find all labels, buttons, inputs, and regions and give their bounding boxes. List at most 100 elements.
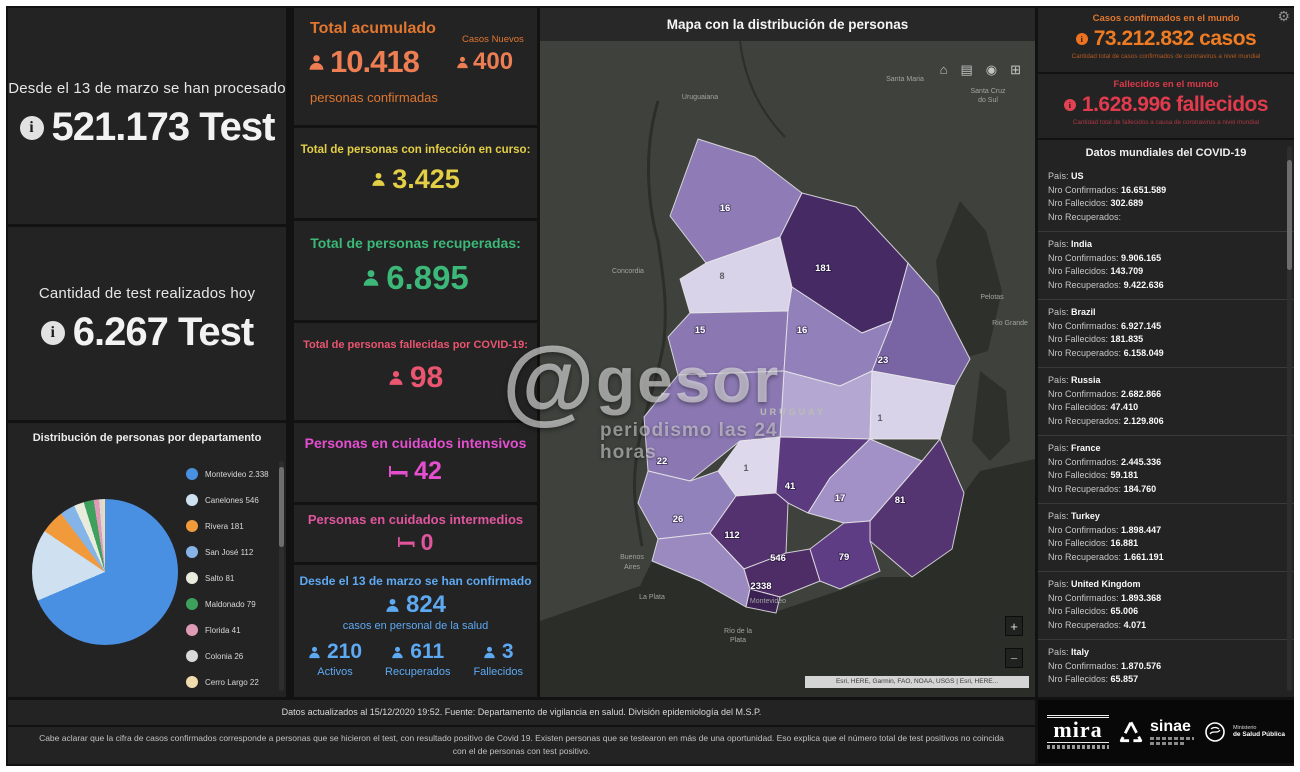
locate-icon[interactable]: ◉ <box>985 62 998 77</box>
pie-chart[interactable] <box>32 499 178 645</box>
world-list-title: Datos mundiales del COVID-19 <box>1085 147 1247 159</box>
encurso-value: 3.425 <box>392 164 460 194</box>
country-entry-italy: País: Italy Nro Confirmados: 1.870.576 N… <box>1038 639 1294 694</box>
legend-dot <box>186 676 198 688</box>
department-paysandu[interactable] <box>667 310 789 376</box>
river <box>739 40 786 138</box>
world-deaths-value: 1.628.996 fallecidos <box>1081 93 1269 116</box>
mira-logo-smallprint <box>1046 745 1109 749</box>
map-label-rio-grande: Rio Grande <box>992 320 1028 327</box>
department-montevideo[interactable] <box>745 588 781 614</box>
map-label-concordia: Concordia <box>612 268 644 275</box>
legend-item-canelones[interactable]: Canelones 546 <box>186 487 269 513</box>
map-label-pelotas: Pelotas <box>980 294 1004 301</box>
bed-icon <box>389 465 408 477</box>
map-label-uruguay: URUGUAY <box>760 407 826 417</box>
legend-item-montevideo[interactable]: Montevideo 2.338 <box>186 461 269 487</box>
legend-item-rivera[interactable]: Rivera 181 <box>186 513 269 539</box>
encurso-label: Total de personas con infección en curso… <box>300 144 531 156</box>
department-maldonado[interactable] <box>809 520 881 590</box>
acumulado-value: 10.418 <box>330 44 420 79</box>
sinae-logo-smallprint <box>1149 736 1194 740</box>
map-value-maldonado: 79 <box>839 552 850 563</box>
pie-title: Distribución de personas por departament… <box>32 432 262 444</box>
legend-icon[interactable]: ▤ <box>960 62 973 77</box>
acumulado-sub: personas confirmadas <box>310 90 438 105</box>
intermedios-value: 0 <box>420 529 434 555</box>
intensivos-value: 42 <box>414 457 442 485</box>
world-cases-caption: Cantidad total de casos confirmados de c… <box>1071 53 1261 60</box>
panel-world-deaths: Fallecidos en el mundo 1.628.996 falleci… <box>1038 74 1294 138</box>
footer-disclaimer-panel: Cabe aclarar que la cifra de casos confi… <box>8 727 1035 764</box>
footer-updated-panel: Datos actualizados al 15/12/2020 19:52. … <box>8 700 1035 725</box>
legend-item-sanjose[interactable]: San José 112 <box>186 539 269 565</box>
panel-world-cases: Casos confirmados en el mundo 73.212.832… <box>1038 8 1294 72</box>
person-icon <box>457 56 468 68</box>
salud-fallecidos-block: 3 Fallecidos <box>473 640 523 678</box>
legend-item-florida[interactable]: Florida 41 <box>186 617 269 643</box>
map-value-canelones: 546 <box>770 553 786 564</box>
map-value-florida: 41 <box>785 481 796 492</box>
map-label-montevideo: Montevideo <box>750 598 786 605</box>
legend-item-salto[interactable]: Salto 81 <box>186 565 269 591</box>
map-value-salto: 8 <box>719 271 724 281</box>
sinae-logo-text: sinae <box>1149 717 1191 735</box>
fallecidas-value: 98 <box>409 361 444 394</box>
basemap-icon[interactable]: ⊞ <box>1010 62 1021 77</box>
legend-dot <box>186 598 198 610</box>
info-icon <box>19 115 44 140</box>
legend-dot <box>186 572 198 584</box>
tests-today-value: 6.267 Test <box>72 310 254 354</box>
footer-logos: mira sinae Ministerio de Salud Pública <box>1038 700 1294 763</box>
country-entry-us: País: US Nro Confirmados: 16.651.589 Nro… <box>1048 171 1167 222</box>
legend-item-colonia[interactable]: Colonia 26 <box>186 643 269 669</box>
map-value-soriano: 26 <box>673 514 684 525</box>
sinae-logo-smallprint <box>1149 741 1186 745</box>
info-icon <box>40 320 65 345</box>
map-label-rio-de-la-plata: Río de la <box>724 628 752 635</box>
map-label-la-plata: La Plata <box>639 594 665 601</box>
map-value-tacuarembo: 16 <box>797 325 808 336</box>
home-icon[interactable]: ⌂ <box>939 62 948 77</box>
mira-logo-text: mira <box>1053 717 1103 742</box>
legend-scrollbar[interactable] <box>279 461 284 691</box>
country-entry-india: País: India Nro Confirmados: 9.906.165 N… <box>1038 231 1294 299</box>
zoom-out-button[interactable]: − <box>1005 648 1023 668</box>
person-icon <box>309 646 320 658</box>
map-value-treinta-y-tres: 1 <box>877 413 882 423</box>
map-label-santa-cruz: Santa Cruz <box>970 88 1006 95</box>
gear-icon[interactable]: ⚙ <box>1277 8 1290 24</box>
panel-total-acumulado: Total acumulado 10.418 personas confirma… <box>294 8 537 125</box>
country-list-scrollbar[interactable] <box>1287 146 1292 691</box>
legend-item-maldonado[interactable]: Maldonado 79 <box>186 591 269 617</box>
panel-pie-departments: Distribución de personas por departament… <box>8 423 286 697</box>
legend-dot <box>186 520 198 532</box>
ministry-logo-line2: de Salud Pública <box>1232 731 1285 738</box>
intermedios-label: Personas en cuidados intermedios <box>307 512 524 527</box>
panel-tests-today: Cantidad de test realizados hoy 6.267 Te… <box>8 227 286 420</box>
info-icon <box>1063 99 1076 111</box>
country-entry-france: País: France Nro Confirmados: 2.445.336 … <box>1038 435 1294 503</box>
person-icon <box>309 54 324 70</box>
panel-intensivos: Personas en cuidados intensivos 42 <box>294 423 537 502</box>
country-list[interactable]: País: US Nro Confirmados: 16.651.589 Nro… <box>1038 164 1294 694</box>
map-value-cerro-largo: 23 <box>878 355 889 366</box>
pie-legend: Montevideo 2.338 Canelones 546 Rivera 18… <box>186 461 269 695</box>
world-cases-value: 73.212.832 casos <box>1093 27 1257 50</box>
legend-item-cerrolargo[interactable]: Cerro Largo 22 <box>186 669 269 695</box>
country-entry-brazil: País: Brazil Nro Confirmados: 6.927.145 … <box>1038 299 1294 367</box>
person-icon <box>363 270 379 286</box>
panel-fallecidas: Total de personas fallecidas por COVID-1… <box>294 323 537 420</box>
country-entry-uk: País: United Kingdom Nro Confirmados: 1.… <box>1038 571 1294 639</box>
legend-dot <box>186 624 198 636</box>
department-rio-negro[interactable] <box>643 370 785 482</box>
map-label-buenos-aires: Buenos <box>620 554 644 561</box>
lagoon <box>936 201 1002 357</box>
panel-personal-salud: Desde el 13 de marzo se han confirmado 8… <box>294 565 537 697</box>
zoom-in-button[interactable]: + <box>1005 616 1023 636</box>
map-label-santa-maria: Santa Maria <box>886 76 924 83</box>
acumulado-title: Total acumulado <box>310 20 436 37</box>
person-icon <box>389 371 403 385</box>
map-canvas[interactable]: 16 8 181 15 16 23 1 22 1 26 41 112 17 81… <box>540 40 1035 697</box>
tests-today-label: Cantidad de test realizados hoy <box>38 285 256 302</box>
